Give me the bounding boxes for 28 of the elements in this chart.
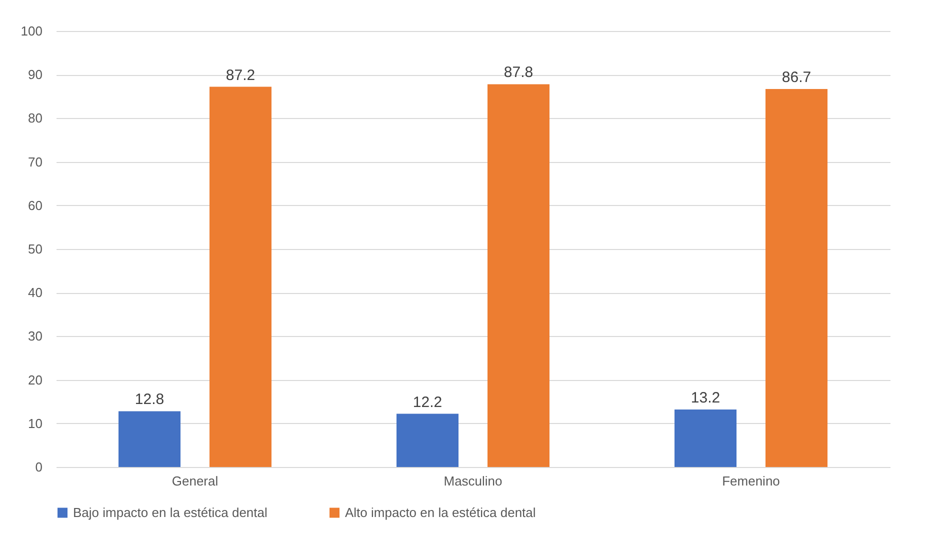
data-label: 12.8 xyxy=(134,391,164,408)
y-tick-label: 30 xyxy=(28,328,42,344)
legend-label: Bajo impacto en la estética dental xyxy=(73,504,268,520)
bar xyxy=(396,414,459,467)
y-tick-label: 10 xyxy=(28,416,42,431)
bar xyxy=(674,409,737,467)
data-label: 87.8 xyxy=(504,64,534,82)
bar xyxy=(209,86,272,467)
y-tick-label: 70 xyxy=(28,154,42,170)
bar xyxy=(765,88,828,467)
y-tick-label: 100 xyxy=(20,24,42,38)
data-label: 86.7 xyxy=(782,68,812,86)
y-tick-label: 50 xyxy=(28,242,42,256)
x-tick-label: General xyxy=(172,474,218,488)
data-label: 13.2 xyxy=(690,389,720,406)
data-label: 12.2 xyxy=(412,394,442,411)
y-tick-label: 0 xyxy=(35,460,42,474)
y-tick-label: 80 xyxy=(28,110,42,126)
y-tick-label: 40 xyxy=(28,285,42,300)
bar xyxy=(118,411,181,467)
bar xyxy=(487,84,550,467)
y-tick-label: 60 xyxy=(28,198,42,213)
x-tick-label: Femenino xyxy=(722,474,780,488)
legend-label: Alto impacto en la estética dental xyxy=(345,504,536,520)
y-tick-label: 20 xyxy=(28,372,42,388)
x-tick-label: Masculino xyxy=(444,474,502,488)
y-tick-label: 90 xyxy=(28,67,42,82)
data-label: 87.2 xyxy=(226,66,256,84)
